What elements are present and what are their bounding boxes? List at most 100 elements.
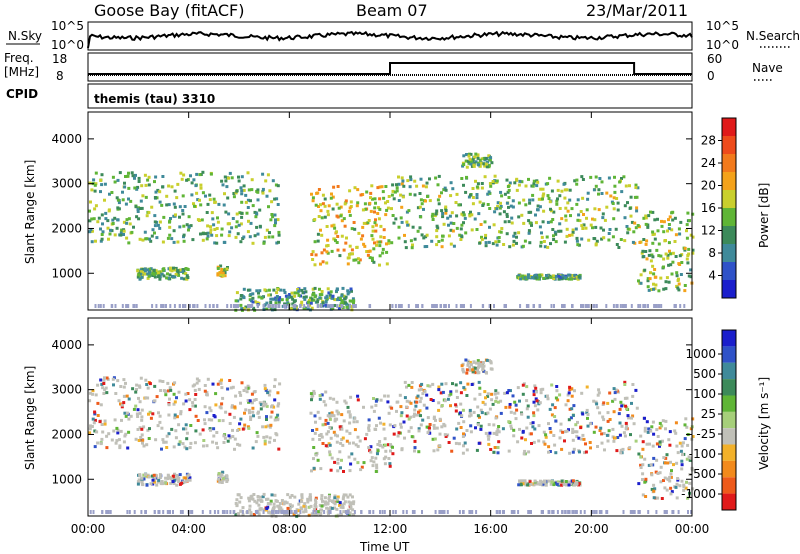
heatmap-cell (618, 407, 622, 411)
heatmap-cell (449, 242, 453, 246)
heatmap-cell (172, 392, 176, 396)
noise-right-label: N.Search (746, 29, 800, 43)
heatmap-cell (551, 228, 555, 231)
heatmap-cell (408, 192, 412, 196)
heatmap-cell (314, 496, 318, 500)
heatmap-cell (391, 304, 394, 308)
heatmap-cell (635, 206, 639, 210)
heatmap-cell (396, 400, 400, 404)
heatmap-cell (235, 212, 239, 216)
heatmap-cell (691, 251, 695, 255)
heatmap-cell (332, 223, 336, 227)
heatmap-cell (291, 297, 295, 301)
heatmap-cell (234, 191, 238, 195)
heatmap-cell (151, 482, 155, 486)
heatmap-cell (192, 304, 195, 308)
heatmap-cell (496, 201, 500, 205)
heatmap-cell (292, 512, 296, 516)
heatmap-cell (394, 304, 397, 308)
heatmap-cell (149, 416, 153, 420)
heatmap-cell (309, 498, 313, 502)
heatmap-cell (419, 396, 423, 400)
heatmap-cell (316, 410, 320, 414)
heatmap-cell (399, 422, 403, 426)
heatmap-cell (685, 457, 689, 461)
heatmap-cell (340, 458, 343, 462)
heatmap-cell (588, 422, 592, 426)
heatmap-cell (496, 446, 500, 449)
heatmap-cell (173, 381, 177, 385)
heatmap-cell (644, 214, 648, 218)
heatmap-cell (162, 440, 166, 444)
heatmap-cell (223, 267, 227, 271)
heatmap-cell (267, 304, 270, 308)
heatmap-cell (452, 436, 456, 440)
heatmap-cell (124, 432, 128, 436)
heatmap-cell (605, 433, 609, 437)
heatmap-cell (160, 480, 164, 483)
heatmap-cell (314, 453, 318, 457)
heatmap-cell (164, 476, 168, 480)
heatmap-cell (484, 233, 488, 237)
heatmap-cell (626, 227, 630, 231)
heatmap-cell (216, 267, 220, 270)
heatmap-cell (303, 307, 307, 311)
heatmap-cell (367, 219, 371, 222)
heatmap-cell (458, 411, 462, 415)
heatmap-cell (339, 302, 343, 306)
heatmap-cell (673, 240, 677, 243)
heatmap-cell (312, 457, 315, 461)
heatmap-cell (188, 478, 192, 482)
heatmap-cell (688, 473, 692, 477)
heatmap-cell (460, 364, 464, 368)
heatmap-cell (325, 261, 329, 265)
heatmap-cell (139, 436, 143, 439)
heatmap-cell (518, 399, 521, 403)
heatmap-cell (648, 442, 651, 446)
heatmap-cell (147, 475, 151, 479)
heatmap-cell (189, 441, 193, 445)
colorbar-swatch (722, 346, 736, 363)
heatmap-cell (381, 251, 385, 255)
heatmap-cell (678, 263, 682, 266)
heatmap-cell (397, 236, 401, 240)
heatmap-cell (307, 513, 311, 517)
heatmap-cell (160, 304, 163, 308)
heatmap-cell (151, 412, 155, 416)
heatmap-cell (676, 451, 680, 455)
heatmap-cell (475, 510, 478, 514)
heatmap-cell (215, 227, 219, 230)
heatmap-cell (254, 215, 258, 219)
heatmap-cell (316, 511, 320, 515)
heatmap-cell (185, 431, 189, 435)
heatmap-cell (594, 425, 598, 429)
heatmap-cell (331, 304, 334, 308)
heatmap-cell (183, 445, 187, 449)
heatmap-cell (527, 229, 531, 233)
heatmap-cell (451, 382, 454, 386)
heatmap-cell (573, 273, 577, 277)
heatmap-cell (344, 401, 348, 405)
heatmap-cell (165, 434, 169, 438)
heatmap-cell (258, 224, 262, 228)
heatmap-cell (245, 390, 249, 394)
heatmap-cell (336, 434, 339, 438)
heatmap-cell (367, 418, 371, 422)
heatmap-cell (297, 293, 301, 297)
heatmap-cell (594, 175, 598, 179)
heatmap-cell (147, 274, 151, 278)
heatmap-cell (348, 299, 352, 303)
heatmap-cell (333, 419, 337, 423)
heatmap-cell (517, 483, 521, 487)
heatmap-cell (511, 199, 515, 203)
heatmap-cell (346, 256, 350, 260)
heatmap-cell (517, 273, 521, 277)
heatmap-cell (249, 199, 252, 203)
heatmap-cell (168, 386, 172, 390)
heatmap-cell (644, 222, 648, 226)
heatmap-cell (317, 188, 321, 191)
heatmap-cell (263, 303, 267, 307)
heatmap-cell (659, 276, 663, 280)
heatmap-cell (553, 230, 557, 234)
